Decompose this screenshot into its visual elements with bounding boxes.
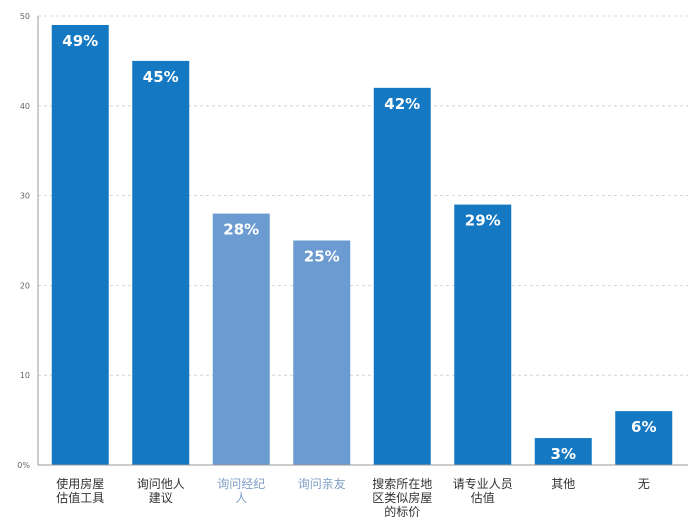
y-tick-label: 30 xyxy=(20,192,30,201)
x-tick-label: 无 xyxy=(638,477,650,491)
x-tick-label: 人 xyxy=(235,491,247,505)
x-tick-label: 估值 xyxy=(471,490,495,505)
y-tick-label: 40 xyxy=(20,102,30,111)
x-tick-label: 建议 xyxy=(149,491,173,505)
bar-value-label: 25% xyxy=(304,248,340,266)
bar-value-label: 29% xyxy=(465,212,501,230)
x-tick-label: 搜索所在地 xyxy=(372,476,432,491)
y-tick-label: 50 xyxy=(20,12,30,21)
bar xyxy=(373,87,431,465)
bar-value-label: 49% xyxy=(62,32,98,50)
x-tick-label: 询问他人 xyxy=(137,477,185,491)
x-tick-label: 询问经纪 xyxy=(217,477,265,491)
x-tick-label: 其他 xyxy=(551,477,575,491)
bar-value-label: 28% xyxy=(223,221,259,239)
x-tick-label: 使用房屋 xyxy=(56,476,104,491)
bar xyxy=(212,213,270,465)
y-tick-label: 10 xyxy=(20,371,30,380)
y-tick-label: 20 xyxy=(20,281,30,290)
bar-value-label: 3% xyxy=(551,445,576,463)
x-tick-label: 询问亲友 xyxy=(298,477,346,491)
y-axis: 0% 10 20 30 40 50 xyxy=(17,12,39,470)
bar-value-label: 45% xyxy=(143,68,179,86)
bar xyxy=(615,411,673,465)
bar xyxy=(132,60,190,466)
bar xyxy=(293,240,351,465)
x-tick-label: 请专业人员 xyxy=(453,476,513,491)
bar xyxy=(534,438,592,465)
bar xyxy=(454,204,512,465)
bar-value-label: 42% xyxy=(384,95,420,113)
x-tick-label: 估值工具 xyxy=(56,490,104,505)
x-tick-label: 的标价 xyxy=(384,504,420,519)
bars: 49% 45% 28% 25% 42% 29% 3% 6% xyxy=(51,24,673,466)
bar xyxy=(51,24,109,465)
x-tick-label: 区类似房屋 xyxy=(372,490,432,505)
y-tick-label: 0% xyxy=(17,461,30,470)
bar-value-label: 6% xyxy=(631,418,656,436)
